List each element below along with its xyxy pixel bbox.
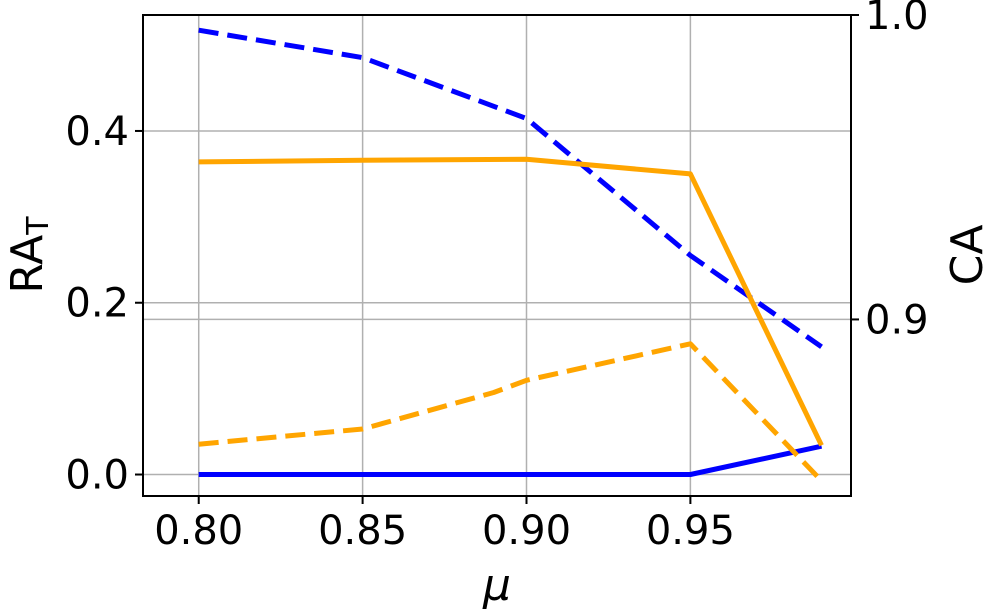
x-tick-label: 0.90 xyxy=(482,508,571,554)
tick-labels: 0.80 0.85 0.90 0.95 0.0 0.2 0.4 0.9 1.0 xyxy=(65,0,928,554)
y-axis-right-label: CA xyxy=(942,225,993,286)
ticks-layer xyxy=(135,14,859,504)
y-right-tick-label: 1.0 xyxy=(865,0,929,39)
series-line-1 xyxy=(198,27,823,349)
x-tick-label: 0.95 xyxy=(646,508,735,554)
y-axis-left-label-sub: T xyxy=(21,216,56,236)
x-tick-label: 0.85 xyxy=(318,508,407,554)
y-left-tick-label: 0.4 xyxy=(65,109,129,155)
series-line-0 xyxy=(198,443,823,477)
y-axis-left-label-main: RA xyxy=(2,235,53,294)
grid-layer xyxy=(143,14,851,496)
y-right-tick-label: 0.9 xyxy=(865,297,929,343)
y-left-tick-label: 0.2 xyxy=(65,281,129,327)
series-layer xyxy=(198,27,824,483)
series-line-3 xyxy=(198,341,824,483)
x-axis-label: μ xyxy=(482,560,511,611)
x-tick-label: 0.80 xyxy=(154,508,243,554)
series-line-2 xyxy=(198,156,824,447)
y-axis-left-label: RAT xyxy=(2,216,56,294)
y-left-tick-label: 0.0 xyxy=(65,453,129,499)
plot-frame xyxy=(142,14,852,497)
